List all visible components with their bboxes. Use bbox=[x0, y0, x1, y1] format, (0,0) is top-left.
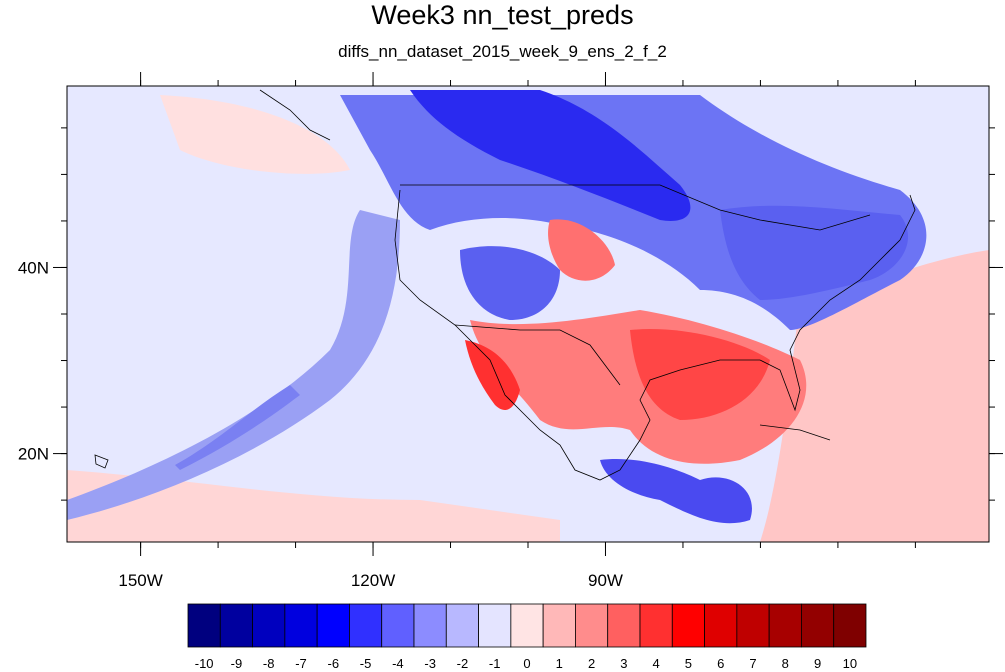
field-caribbean-blue bbox=[600, 459, 752, 524]
colorbar-label: 4 bbox=[653, 656, 660, 671]
field-north-deep bbox=[410, 90, 691, 221]
map-subtitle: diffs_nn_dataset_2015_week_9_ens_2_f_2 bbox=[338, 42, 667, 61]
colorbar-swatch bbox=[736, 603, 770, 648]
axis-ticks bbox=[53, 72, 1003, 556]
colorbar-swatch bbox=[542, 603, 576, 648]
field-gulf-red bbox=[630, 329, 770, 420]
colorbar-swatch bbox=[413, 603, 447, 648]
colorbar-swatch bbox=[478, 603, 512, 648]
colorbar-swatch bbox=[510, 603, 544, 648]
colorbar-label: -4 bbox=[392, 656, 404, 671]
coastline-north-america bbox=[394, 189, 916, 481]
colorbar-swatch bbox=[316, 603, 350, 648]
colorbar-label: 3 bbox=[620, 656, 627, 671]
colorbar-label: -2 bbox=[457, 656, 469, 671]
colorbar-label: -10 bbox=[195, 656, 214, 671]
colorbar-label: 1 bbox=[556, 656, 563, 671]
lat-tick-label: 20N bbox=[18, 445, 49, 464]
colorbar-swatch bbox=[252, 603, 286, 648]
field-pacific-streak bbox=[175, 385, 300, 470]
lon-tick-label: 90W bbox=[588, 571, 623, 590]
colorbar: -10 -9 -8 -7 -6 -5 -4 -3 -2 -1 0 1 2 3 4 5 6 7 8 9 10 bbox=[187, 603, 867, 671]
colorbar-label: 8 bbox=[782, 656, 789, 671]
colorbar-label: -3 bbox=[424, 656, 436, 671]
colorbar-label: 5 bbox=[685, 656, 692, 671]
colorbar-swatch bbox=[381, 603, 415, 648]
colorbar-swatch bbox=[349, 603, 383, 648]
field-northeast-blue bbox=[720, 205, 909, 300]
colorbar-label: 2 bbox=[588, 656, 595, 671]
colorbar-swatch bbox=[187, 603, 221, 648]
colorbar-swatch bbox=[639, 603, 673, 648]
colorbar-label: 6 bbox=[717, 656, 724, 671]
map-title: Week3 nn_test_preds bbox=[371, 0, 634, 30]
colorbar-swatch bbox=[607, 603, 641, 648]
lon-tick-label: 150W bbox=[118, 571, 162, 590]
field-atlantic-pink bbox=[760, 250, 989, 542]
colorbar-swatch bbox=[219, 603, 253, 648]
colorbar-swatch bbox=[833, 603, 867, 648]
axis-labels: 150W 120W 90W 40N 20N bbox=[18, 258, 623, 590]
colorbar-swatch bbox=[445, 603, 479, 648]
field-pacific-pink bbox=[160, 95, 350, 174]
colorbar-swatch bbox=[768, 603, 802, 648]
border-us-mexico bbox=[454, 324, 621, 386]
coastline-cuba bbox=[759, 424, 831, 441]
coastline-alaska bbox=[259, 89, 331, 141]
colorbar-label: 10 bbox=[843, 656, 857, 671]
lon-tick-label: 120W bbox=[351, 571, 395, 590]
colorbar-label: -8 bbox=[263, 656, 275, 671]
colorbar-label: -7 bbox=[295, 656, 307, 671]
field-pacific-band bbox=[67, 210, 400, 520]
colorbar-label: -9 bbox=[231, 656, 243, 671]
coastline-hawaii bbox=[94, 454, 109, 469]
colorbar-label: -1 bbox=[489, 656, 501, 671]
colorbar-label: 0 bbox=[523, 656, 530, 671]
colorbar-label: 7 bbox=[749, 656, 756, 671]
field-layer bbox=[67, 86, 989, 542]
field-baja-red bbox=[465, 340, 520, 410]
colorbar-label: -6 bbox=[328, 656, 340, 671]
colorbar-label: 9 bbox=[814, 656, 821, 671]
colorbar-label: -5 bbox=[360, 656, 372, 671]
colorbar-swatch bbox=[704, 603, 738, 648]
field-plains-red bbox=[548, 219, 615, 281]
field-south-pink bbox=[67, 470, 560, 542]
colorbar-swatch bbox=[801, 603, 835, 648]
colorbar-swatch bbox=[671, 603, 705, 648]
colorbar-swatch bbox=[284, 603, 318, 648]
lat-tick-label: 40N bbox=[18, 258, 49, 277]
colorbar-swatch bbox=[575, 603, 609, 648]
border-us-canada bbox=[400, 184, 871, 231]
coastlines bbox=[94, 89, 916, 481]
field-interior-blue bbox=[460, 246, 560, 320]
